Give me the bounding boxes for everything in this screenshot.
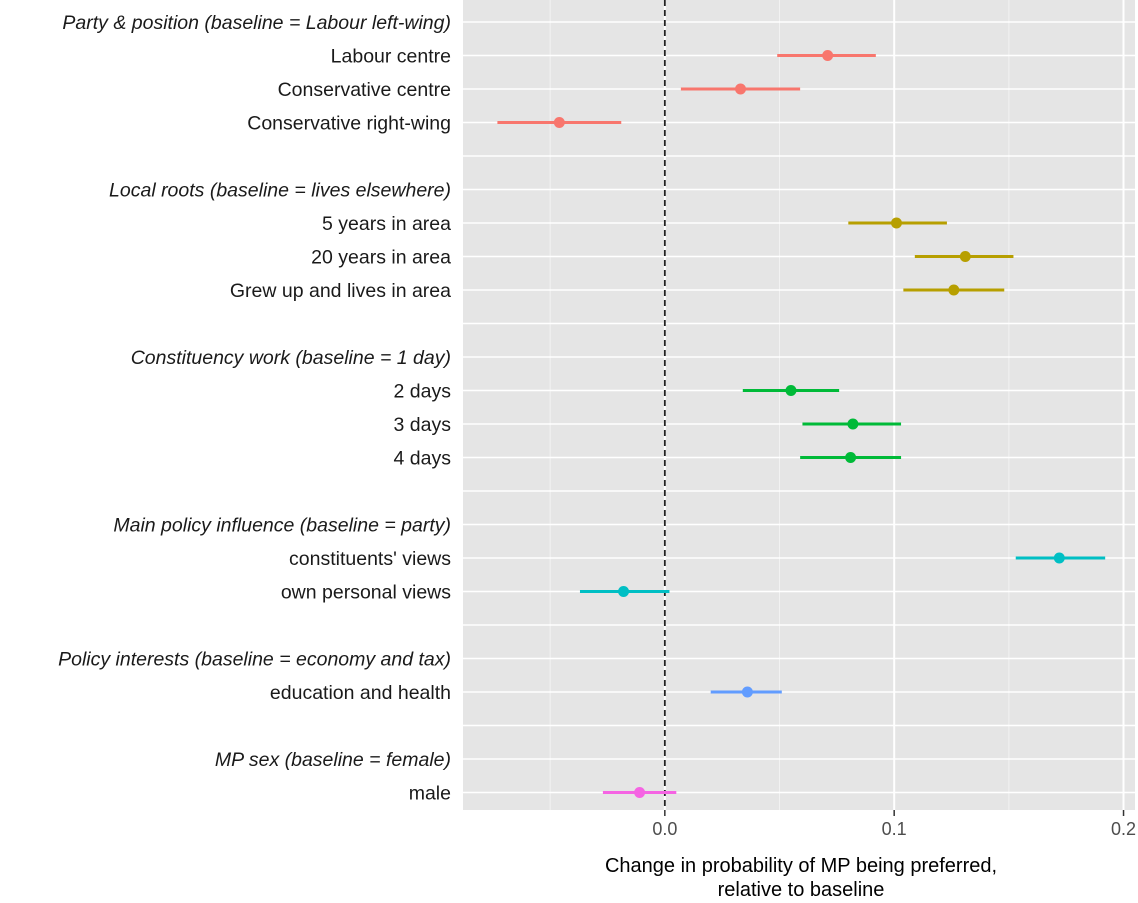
estimate-point [741,686,753,698]
x-tick-label: 0.2 [1111,819,1136,839]
estimate-point [822,50,834,61]
row-label: education and health [270,682,451,704]
grid-lines [463,0,1135,810]
estimate-point [890,217,902,229]
x-tick-label: 0.1 [882,819,907,839]
row-label: Conservative right-wing [247,113,451,135]
row-label: constituents' views [289,548,451,570]
x-axis-title: Change in probability of MP being prefer… [605,855,997,901]
row-label: Labour centre [331,46,451,68]
estimate-point [1053,552,1065,564]
row-label: 2 days [394,381,452,403]
group-label: Main policy influence (baseline = party) [113,515,451,537]
x-axis: 0.0 0.1 0.2 [652,810,1136,839]
x-axis-title-line: Change in probability of MP being prefer… [605,855,997,877]
group-label: Local roots (baseline = lives elsewhere) [109,180,451,202]
row-label: 3 days [394,414,452,436]
row-label: 20 years in area [311,247,451,269]
group-label: Party & position (baseline = Labour left… [62,12,451,34]
estimate-point [845,452,857,463]
row-label: own personal views [281,582,451,604]
row-labels: Party & position (baseline = Labour left… [58,12,451,805]
row-label: Conservative centre [278,79,451,101]
estimate-point [634,787,646,798]
estimate-point [785,385,797,396]
row-label: 4 days [394,448,452,470]
row-label: 5 years in area [322,213,451,235]
estimate-point [553,117,565,128]
group-label: Policy interests (baseline = economy and… [58,649,451,671]
group-label: Constituency work (baseline = 1 day) [131,347,451,369]
estimate-point [959,251,971,262]
estimate-point [948,284,960,296]
group-label: MP sex (baseline = female) [215,749,451,771]
estimates-layer [497,50,1106,798]
estimate-point [847,418,859,430]
estimate-point [618,586,630,597]
row-label: Grew up and lives in area [230,280,451,302]
row-label: male [409,783,451,805]
plot-panel [463,0,1135,810]
x-axis-title-line: relative to baseline [718,879,885,901]
estimate-point [735,83,747,95]
x-tick-label: 0.0 [652,819,677,839]
